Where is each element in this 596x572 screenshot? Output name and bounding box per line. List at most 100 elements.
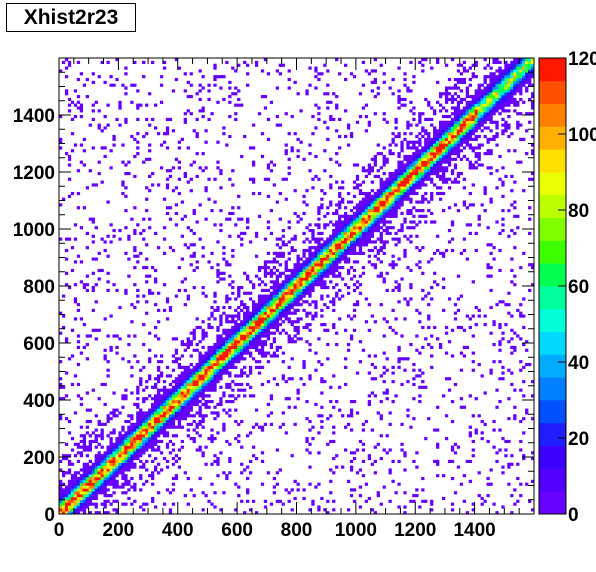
heatmap-cell [284,277,288,281]
heatmap-cell [151,437,155,441]
heatmap-cell [201,454,205,458]
heatmap-cell [388,149,392,153]
heatmap-cell [439,343,443,347]
heatmap-cell [64,488,69,492]
heatmap-cell [148,394,152,398]
heatmap-cell [308,465,312,469]
heatmap-cell [168,117,173,121]
heatmap-cell [192,391,196,395]
heatmap-cell [180,340,184,344]
heatmap-cell [127,496,131,501]
heatmap-cell [486,63,490,67]
heatmap-cell [388,499,392,503]
heatmap-cell [67,482,72,486]
heatmap-cell [379,240,383,244]
heatmap-cell [145,411,149,415]
heatmap-cell [308,263,312,267]
heatmap-cell [317,263,321,267]
heatmap-cell [67,488,72,492]
heatmap-cell [201,328,205,332]
heatmap-cell [121,465,125,469]
heatmap-cell [198,354,202,358]
heatmap-cell [148,288,152,292]
heatmap-cell [263,303,268,307]
heatmap-cell [231,291,235,295]
heatmap-cell [162,237,167,241]
heatmap-cell [216,368,220,372]
heatmap-cell [136,260,140,264]
heatmap-cell [498,340,502,344]
heatmap-cell [260,382,265,387]
heatmap-cell [453,123,458,127]
heatmap-cell [352,499,357,503]
heatmap-cell [145,397,149,401]
heatmap-cell [329,200,333,204]
heatmap-cell [468,129,472,133]
heatmap-cell [106,271,110,275]
heatmap-cell [453,451,458,455]
heatmap-cell [415,149,419,153]
heatmap-cell [430,143,434,147]
heatmap-cell [269,345,274,349]
heatmap-cell [439,140,443,144]
heatmap-cell [421,200,425,204]
heatmap-cell [251,191,256,196]
heatmap-cell [462,123,467,127]
heatmap-cell [97,328,101,332]
heatmap-cell [228,343,232,347]
heatmap-cell [100,462,104,466]
heatmap-cell [130,428,134,432]
heatmap-cell [88,474,92,478]
heatmap-cell [246,343,250,347]
heatmap-cell [240,340,244,344]
heatmap-cell [498,112,502,116]
heatmap-cell [165,365,170,369]
heatmap-cell [198,360,202,364]
heatmap-cell [376,203,380,207]
heatmap-cell [162,414,167,418]
heatmap-cell [477,95,481,99]
heatmap-cell [139,442,143,446]
heatmap-cell [189,382,193,387]
heatmap-cell [168,451,173,455]
heatmap-cell [225,439,229,444]
heatmap-cell [335,257,339,261]
heatmap-cell [275,69,279,73]
heatmap-cell [468,132,472,136]
heatmap-cell [349,220,354,224]
heatmap-cell [124,86,128,90]
heatmap-cell [201,246,205,250]
heatmap-cell [314,223,318,227]
heatmap-cell [305,448,309,452]
heatmap-cell [76,451,81,455]
heatmap-cell [349,223,354,227]
heatmap-cell [228,211,232,216]
heatmap-cell [480,123,484,127]
heatmap-cell [115,351,119,355]
heatmap-cell [462,117,467,121]
heatmap-cell [397,257,401,261]
heatmap-cell [246,382,250,387]
heatmap-cell [284,152,288,156]
heatmap-cell [263,294,268,298]
heatmap-cell [421,214,425,218]
heatmap-cell [136,457,140,461]
heatmap-cell [225,320,229,324]
heatmap-cell [186,180,190,184]
heatmap-cell [293,479,297,483]
heatmap-cell [468,134,472,139]
heatmap-cell [79,103,84,107]
heatmap-cell [67,471,72,475]
heatmap-cell [231,357,235,361]
heatmap-cell [477,152,481,156]
heatmap-cell [189,83,193,87]
heatmap-cell [427,134,431,139]
heatmap-cell [358,191,363,196]
heatmap-cell [418,117,422,121]
heatmap-cell [275,382,279,387]
heatmap-cell [302,365,306,369]
heatmap-cell [240,462,244,466]
heatmap-cell [501,97,505,102]
heatmap-cell [192,400,196,404]
heatmap-cell [109,83,113,87]
